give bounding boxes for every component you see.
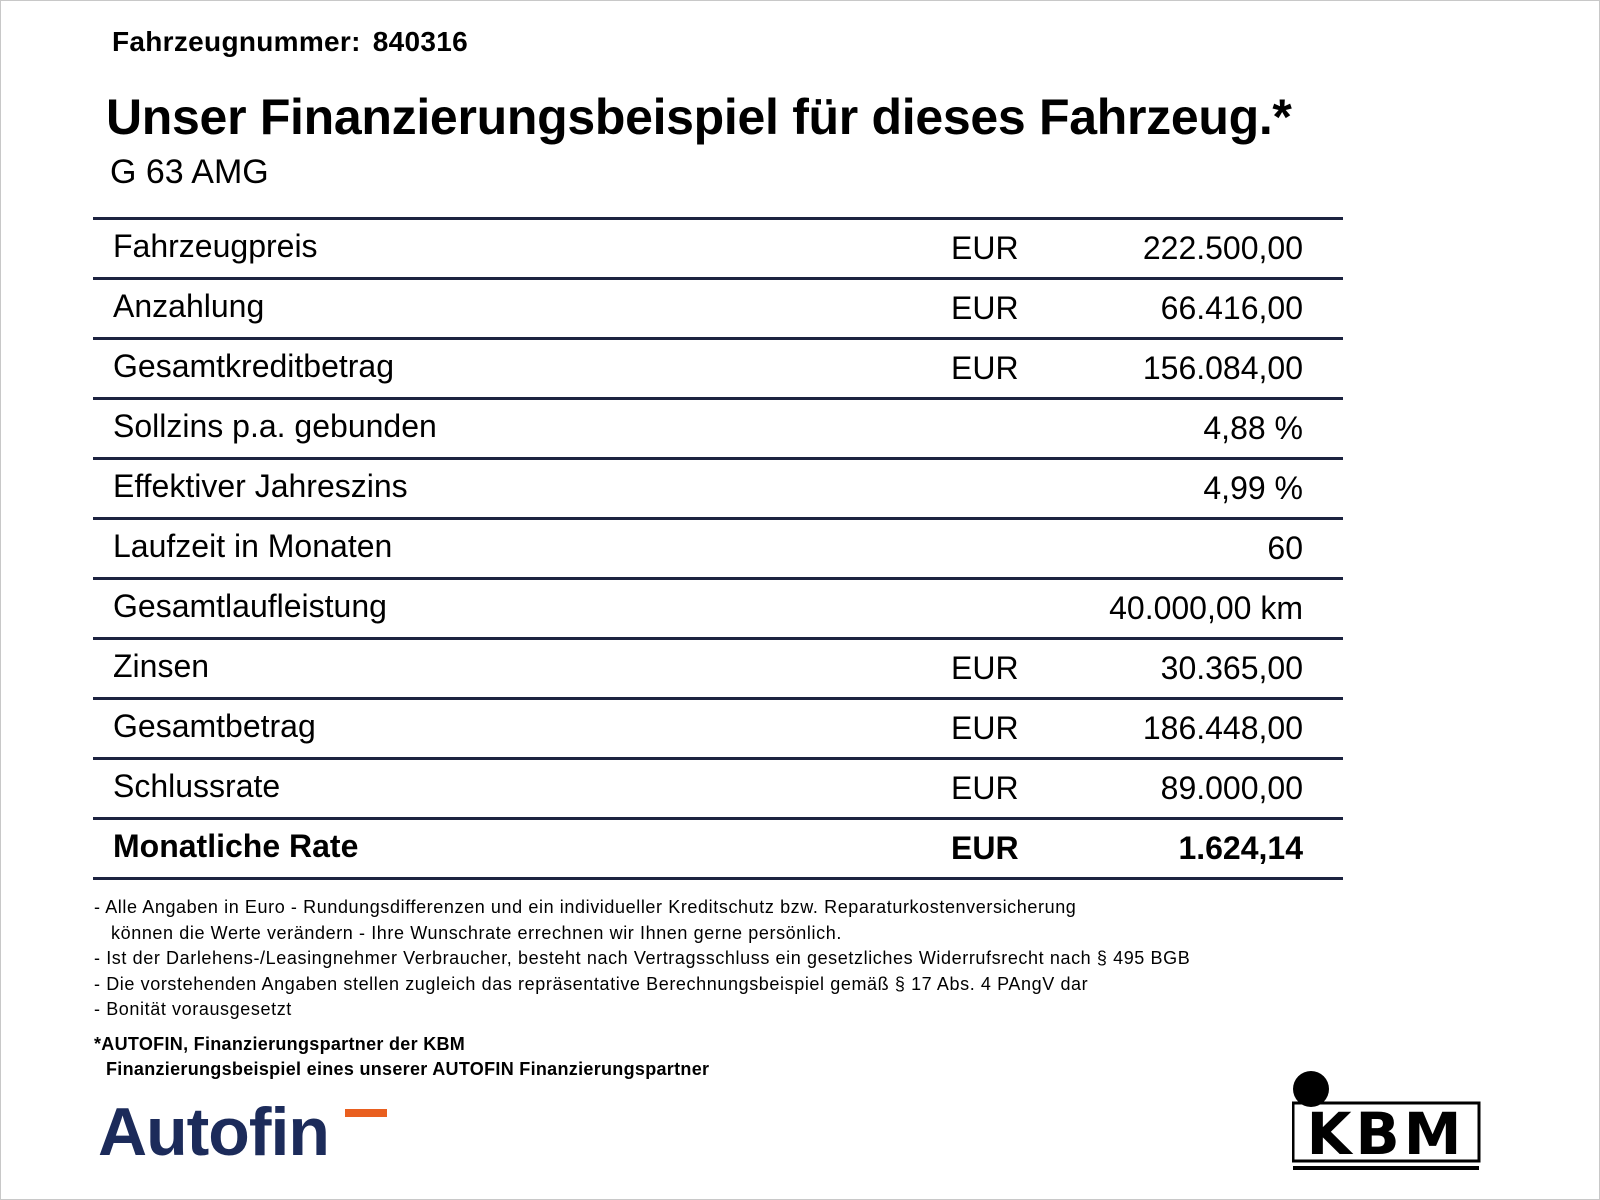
row-currency: EUR [951, 290, 1019, 326]
autofin-logo: Autofin [98, 1095, 398, 1170]
autofin-logo-accent [345, 1109, 387, 1117]
row-currency: EUR [951, 350, 1019, 386]
footnote-line: können die Werte verändern - Ihre Wunsch… [111, 922, 842, 943]
row-currency: EUR [951, 770, 1019, 806]
row-amount: 4,99 % [1203, 470, 1303, 506]
row-currency: EUR [951, 230, 1019, 266]
row-amount: 30.365,00 [1160, 650, 1303, 686]
vehicle-model: G 63 AMG [110, 153, 269, 191]
row-label: Anzahlung [113, 288, 265, 324]
footnotes: - Alle Angaben in Euro - Rundungsdiffere… [94, 895, 1190, 1023]
row-amount: 186.448,00 [1142, 710, 1303, 746]
kbm-logo-text: KBM [1307, 1100, 1466, 1168]
table-row: Sollzins p.a. gebunden 4,88 % [93, 400, 1343, 460]
table-row: Zinsen EUR 30.365,00 [93, 640, 1343, 700]
row-currency: EUR [951, 830, 1019, 866]
row-label: Gesamtlaufleistung [113, 588, 387, 624]
table-row: Laufzeit in Monaten 60 [93, 520, 1343, 580]
row-label: Gesamtbetrag [113, 708, 316, 744]
partner-note-line: *AUTOFIN, Finanzierungspartner der KBM [94, 1034, 466, 1054]
footnote-line: - Alle Angaben in Euro - Rundungsdiffere… [94, 897, 1077, 917]
footnote-line: - Ist der Darlehens-/Leasingnehmer Verbr… [94, 948, 1191, 968]
row-label: Schlussrate [113, 768, 281, 804]
row-label: Zinsen [113, 648, 210, 684]
table-row: Effektiver Jahreszins 4,99 % [93, 460, 1343, 520]
row-label: Sollzins p.a. gebunden [113, 408, 437, 444]
footnote-line: - Bonität vorausgesetzt [94, 999, 292, 1019]
table-row: Gesamtbetrag EUR 186.448,00 [93, 700, 1343, 760]
vehicle-number-label: Fahrzeugnummer: [112, 26, 361, 57]
row-label: Monatliche Rate [113, 828, 359, 864]
row-amount: 60 [1267, 530, 1303, 566]
row-currency: EUR [951, 650, 1019, 686]
row-amount: 1.624,14 [1178, 830, 1303, 866]
partner-note-line: Finanzierungsbeispiel eines unserer AUTO… [106, 1059, 710, 1079]
table-row: Fahrzeugpreis EUR 222.500,00 [93, 220, 1343, 280]
row-label: Effektiver Jahreszins [113, 468, 408, 504]
row-label: Laufzeit in Monaten [113, 528, 393, 564]
row-label: Gesamtkreditbetrag [113, 348, 395, 384]
row-amount: 89.000,00 [1160, 770, 1303, 806]
vehicle-number: Fahrzeugnummer: 840316 [112, 26, 468, 58]
vehicle-number-value: 840316 [372, 26, 468, 57]
row-currency: EUR [951, 710, 1019, 746]
footnote-line: - Die vorstehenden Angaben stellen zugle… [94, 973, 1089, 994]
financing-table: Fahrzeugpreis EUR 222.500,00 Anzahlung E… [93, 217, 1343, 880]
table-row-total: Monatliche Rate EUR 1.624,14 [93, 820, 1343, 880]
table-row: Gesamtlaufleistung 40.000,00 km [93, 580, 1343, 640]
partner-note: *AUTOFIN, Finanzierungspartner der KBM F… [94, 1032, 709, 1082]
row-amount: 4,88 % [1203, 410, 1303, 446]
page-title: Unser Finanzierungsbeispiel für dieses F… [106, 89, 1292, 145]
row-amount: 40.000,00 km [1109, 590, 1303, 626]
row-label: Fahrzeugpreis [113, 228, 318, 264]
kbm-logo: KBM [1292, 1071, 1481, 1170]
row-amount: 156.084,00 [1142, 350, 1303, 386]
table-row: Anzahlung EUR 66.416,00 [93, 280, 1343, 340]
table-row: Gesamtkreditbetrag EUR 156.084,00 [93, 340, 1343, 400]
row-amount: 66.416,00 [1160, 290, 1303, 326]
table-row: Schlussrate EUR 89.000,00 [93, 760, 1343, 820]
row-amount: 222.500,00 [1142, 230, 1303, 266]
autofin-logo-text: Autofin [98, 1094, 330, 1170]
